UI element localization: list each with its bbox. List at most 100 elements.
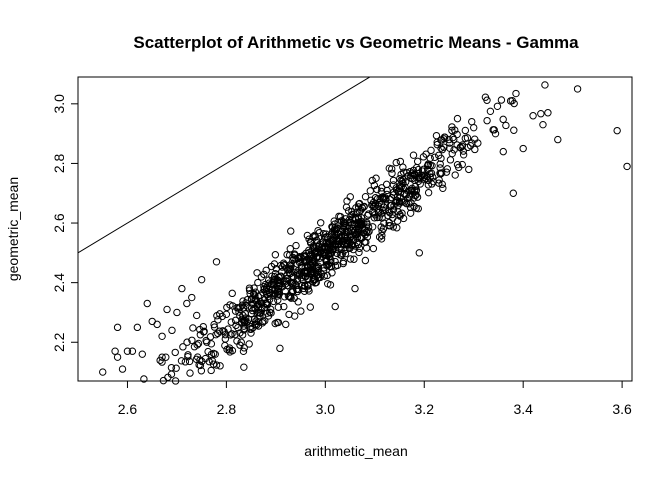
data-point <box>310 245 319 253</box>
data-point <box>306 303 315 311</box>
data-point <box>370 181 379 190</box>
data-point <box>280 293 289 301</box>
data-point <box>326 250 334 258</box>
data-point <box>443 165 452 173</box>
data-point <box>226 331 235 339</box>
data-point <box>323 256 331 264</box>
data-point <box>304 285 312 293</box>
data-point <box>388 165 396 173</box>
data-point <box>343 197 351 205</box>
data-point <box>436 160 444 168</box>
data-point <box>113 323 122 332</box>
data-point <box>128 347 137 355</box>
data-point <box>375 198 383 207</box>
data-point <box>257 273 266 281</box>
data-point <box>361 256 370 265</box>
data-point <box>273 288 282 296</box>
data-point <box>370 203 378 211</box>
data-point <box>286 265 295 273</box>
data-point <box>432 131 441 140</box>
data-point <box>231 307 240 315</box>
data-point <box>385 218 393 227</box>
data-point <box>465 165 473 174</box>
data-point <box>267 262 276 271</box>
data-point <box>207 366 215 375</box>
data-point <box>340 219 349 227</box>
data-point <box>286 293 295 301</box>
data-point <box>378 193 387 201</box>
data-point <box>379 203 388 211</box>
data-point <box>238 301 246 309</box>
data-point <box>156 356 164 365</box>
data-point <box>399 163 407 171</box>
data-point <box>280 302 288 311</box>
data-point <box>399 175 407 184</box>
data-point <box>486 107 495 116</box>
data-point <box>554 135 562 144</box>
data-point <box>358 224 366 232</box>
data-point <box>239 347 248 356</box>
x-tick-label: 3.2 <box>415 401 435 417</box>
data-point <box>317 219 325 227</box>
data-point <box>285 261 294 269</box>
data-point <box>413 157 422 166</box>
data-point <box>123 347 132 355</box>
data-point <box>509 189 517 197</box>
data-point <box>378 184 386 192</box>
data-point <box>363 211 372 220</box>
data-point <box>252 296 260 305</box>
data-point <box>260 295 269 304</box>
data-point <box>330 226 338 235</box>
data-point <box>312 278 320 287</box>
data-point <box>414 204 422 213</box>
data-point <box>178 284 186 293</box>
data-point <box>361 193 370 201</box>
data-point <box>405 200 413 208</box>
data-point <box>358 221 366 229</box>
data-point <box>162 353 170 361</box>
data-point <box>371 194 380 202</box>
data-point <box>158 358 166 366</box>
data-point <box>445 144 454 152</box>
data-point <box>184 351 192 359</box>
data-point <box>186 369 194 377</box>
identity-reference-line <box>78 77 371 254</box>
data-point <box>499 147 507 156</box>
data-point <box>427 146 435 155</box>
data-point <box>215 327 224 335</box>
data-point <box>415 249 423 257</box>
data-point <box>336 212 345 221</box>
data-point <box>159 376 168 385</box>
data-point <box>350 255 358 263</box>
data-point <box>219 327 227 335</box>
data-point <box>287 227 295 235</box>
data-point <box>210 320 218 329</box>
data-point <box>225 346 233 354</box>
data-point <box>196 356 204 364</box>
data-point <box>342 236 351 245</box>
x-tick-label: 3.4 <box>513 401 533 417</box>
data-point <box>335 236 343 245</box>
data-point <box>468 117 476 126</box>
data-point <box>189 324 197 332</box>
data-point <box>231 330 239 339</box>
data-point <box>253 298 261 306</box>
data-point <box>232 321 240 330</box>
data-point <box>171 377 180 385</box>
data-point <box>319 238 327 246</box>
data-point <box>351 231 360 239</box>
data-point <box>253 269 261 277</box>
data-point <box>177 357 186 365</box>
data-point <box>212 258 221 266</box>
data-point <box>446 156 455 164</box>
data-point <box>327 249 336 257</box>
chart-title: Scatterplot of Arithmetic vs Geometric M… <box>133 33 579 52</box>
data-point <box>412 163 421 172</box>
data-point <box>231 316 240 325</box>
data-point <box>529 112 537 120</box>
data-point <box>350 220 358 229</box>
data-point <box>181 358 190 366</box>
data-point <box>220 327 228 336</box>
data-point <box>481 93 490 101</box>
data-point <box>378 214 386 222</box>
